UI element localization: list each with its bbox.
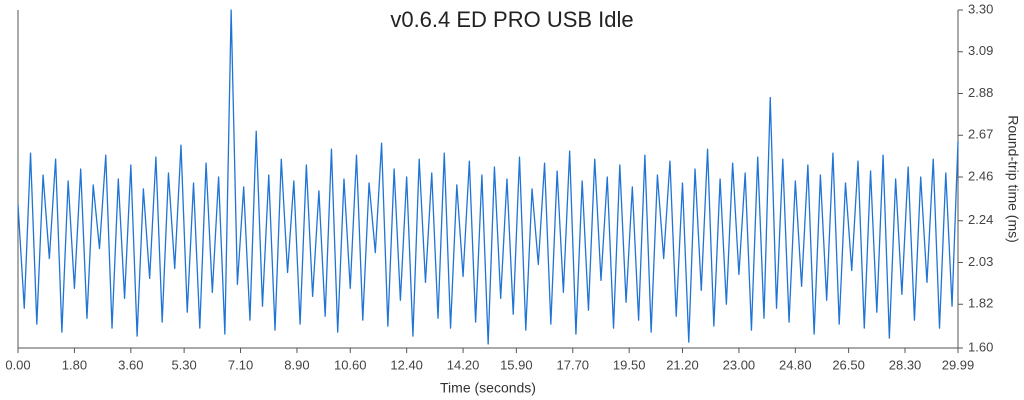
x-tick-label: 15.90	[500, 357, 533, 372]
x-tick-label: 26.50	[832, 357, 865, 372]
x-tick-label: 3.60	[118, 357, 143, 372]
chart-title: v0.6.4 ED PRO USB Idle	[390, 7, 633, 32]
x-tick-label: 10.60	[334, 357, 367, 372]
y-tick-label: 2.24	[968, 212, 993, 227]
x-axis-title: Time (seconds)	[440, 380, 536, 396]
x-tick-label: 23.00	[723, 357, 756, 372]
y-tick-label: 2.67	[968, 127, 993, 142]
x-tick-label: 8.90	[284, 357, 309, 372]
x-tick-label: 19.50	[613, 357, 646, 372]
x-tick-label: 21.20	[666, 357, 699, 372]
y-tick-label: 1.82	[968, 296, 993, 311]
y-tick-label: 3.09	[968, 43, 993, 58]
x-tick-label: 24.80	[779, 357, 812, 372]
y-tick-label: 1.60	[968, 339, 993, 354]
x-tick-label: 1.80	[62, 357, 87, 372]
y-tick-label: 2.88	[968, 85, 993, 100]
y-tick-label: 2.03	[968, 254, 993, 269]
y-axis-title: Round-trip time (ms)	[1005, 115, 1021, 243]
x-tick-label: 29.99	[942, 357, 975, 372]
x-tick-label: 28.30	[889, 357, 922, 372]
x-tick-label: 17.70	[557, 357, 590, 372]
y-tick-label: 3.30	[968, 1, 993, 16]
x-tick-label: 12.40	[390, 357, 423, 372]
y-tick-label: 2.46	[968, 168, 993, 183]
x-tick-label: 5.30	[171, 357, 196, 372]
x-tick-label: 0.00	[5, 357, 30, 372]
x-tick-label: 14.20	[447, 357, 480, 372]
data-line	[17, 9, 959, 345]
x-tick-label: 7.10	[228, 357, 253, 372]
